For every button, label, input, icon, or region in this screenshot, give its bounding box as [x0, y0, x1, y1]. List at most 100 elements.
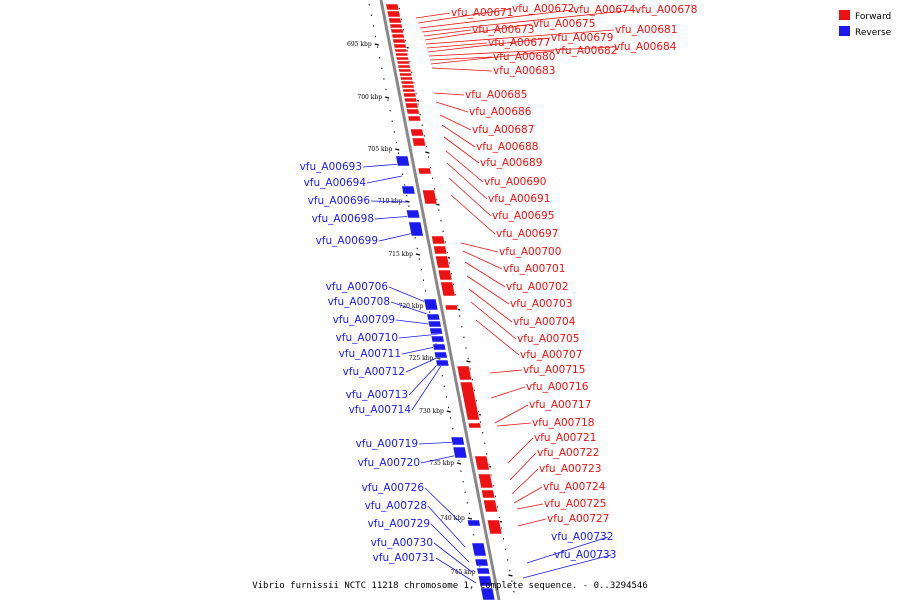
forward-gene-feature[interactable]: [402, 92, 417, 98]
reverse-gene-feature[interactable]: [405, 209, 421, 219]
reverse-gene-label[interactable]: vfu_A00720: [358, 457, 420, 469]
forward-gene-label[interactable]: vfu_A00702: [506, 281, 568, 293]
forward-gene-label[interactable]: vfu_A00687: [472, 124, 534, 136]
forward-gene-feature[interactable]: [411, 137, 427, 147]
forward-gene-feature[interactable]: [393, 43, 407, 49]
forward-gene-feature[interactable]: [437, 269, 453, 281]
forward-gene-label[interactable]: vfu_A00721: [534, 432, 596, 444]
forward-gene-feature[interactable]: [459, 381, 480, 421]
forward-gene-feature[interactable]: [481, 489, 496, 499]
forward-gene-label[interactable]: vfu_A00682: [555, 45, 617, 57]
reverse-gene-feature[interactable]: [435, 359, 450, 367]
reverse-gene-feature[interactable]: [395, 155, 411, 167]
forward-gene-feature[interactable]: [396, 60, 410, 65]
reverse-gene-feature[interactable]: [452, 446, 468, 459]
reverse-gene-feature[interactable]: [401, 185, 416, 195]
reverse-gene-label[interactable]: vfu_A00711: [339, 348, 401, 360]
forward-gene-label[interactable]: vfu_A00681: [615, 24, 677, 36]
forward-gene-label[interactable]: vfu_A00680: [493, 51, 555, 63]
forward-gene-label[interactable]: vfu_A00686: [469, 106, 532, 118]
forward-gene-label[interactable]: vfu_A00677: [488, 37, 550, 49]
forward-gene-feature[interactable]: [401, 84, 415, 89]
forward-gene-label[interactable]: vfu_A00700: [499, 246, 561, 258]
reverse-gene-label[interactable]: vfu_A00696: [308, 195, 371, 207]
forward-gene-feature[interactable]: [406, 108, 420, 115]
reverse-gene-label[interactable]: vfu_A00713: [346, 389, 408, 401]
reverse-gene-label[interactable]: vfu_A00712: [343, 366, 405, 378]
forward-gene-label[interactable]: vfu_A00724: [543, 481, 606, 493]
forward-gene-feature[interactable]: [400, 80, 414, 85]
reverse-gene-feature[interactable]: [480, 587, 496, 600]
forward-gene-label[interactable]: vfu_A00725: [544, 498, 606, 510]
forward-gene-label[interactable]: vfu_A00715: [523, 364, 585, 376]
forward-gene-feature[interactable]: [394, 48, 408, 53]
reverse-gene-feature[interactable]: [450, 436, 465, 446]
forward-gene-label[interactable]: vfu_A00689: [480, 157, 542, 169]
forward-gene-label[interactable]: vfu_A00690: [484, 176, 546, 188]
forward-gene-label[interactable]: vfu_A00701: [503, 263, 565, 275]
reverse-gene-label[interactable]: vfu_A00706: [326, 281, 389, 293]
forward-gene-label[interactable]: vfu_A00697: [496, 228, 558, 240]
forward-gene-label[interactable]: vfu_A00684: [614, 41, 677, 53]
reverse-gene-feature[interactable]: [426, 313, 441, 321]
forward-gene-feature[interactable]: [434, 255, 451, 269]
forward-gene-label[interactable]: vfu_A00718: [532, 417, 594, 429]
forward-gene-label[interactable]: vfu_A00727: [547, 513, 609, 525]
reverse-gene-label[interactable]: vfu_A00710: [336, 332, 398, 344]
reverse-gene-feature[interactable]: [476, 567, 491, 575]
reverse-gene-label[interactable]: vfu_A00728: [365, 500, 427, 512]
reverse-gene-feature[interactable]: [474, 558, 489, 567]
reverse-gene-feature[interactable]: [432, 343, 447, 351]
reverse-gene-feature[interactable]: [471, 542, 487, 557]
forward-gene-label[interactable]: vfu_A00678: [635, 4, 697, 16]
forward-gene-feature[interactable]: [440, 281, 456, 297]
forward-gene-feature[interactable]: [390, 28, 404, 34]
forward-gene-label[interactable]: vfu_A00704: [513, 316, 576, 328]
forward-gene-feature[interactable]: [402, 88, 416, 93]
reverse-gene-feature[interactable]: [477, 575, 493, 587]
forward-gene-label[interactable]: vfu_A00717: [529, 399, 591, 411]
forward-gene-label[interactable]: vfu_A00705: [517, 333, 579, 345]
reverse-gene-feature[interactable]: [429, 327, 444, 335]
reverse-gene-feature[interactable]: [427, 320, 442, 328]
forward-gene-label[interactable]: vfu_A00671: [451, 7, 513, 19]
forward-gene-feature[interactable]: [398, 72, 413, 77]
forward-gene-feature[interactable]: [433, 245, 448, 255]
forward-gene-label[interactable]: vfu_A00703: [510, 298, 572, 310]
forward-gene-feature[interactable]: [431, 235, 446, 245]
forward-gene-feature[interactable]: [410, 128, 425, 137]
reverse-gene-label[interactable]: vfu_A00731: [373, 552, 435, 564]
forward-gene-feature[interactable]: [398, 68, 412, 73]
reverse-gene-label[interactable]: vfu_A00719: [356, 438, 418, 450]
forward-gene-feature[interactable]: [397, 64, 411, 69]
forward-gene-feature[interactable]: [395, 52, 409, 57]
forward-gene-label[interactable]: vfu_A00673: [472, 24, 534, 36]
reverse-gene-label[interactable]: vfu_A00732: [551, 531, 613, 543]
forward-gene-feature[interactable]: [391, 33, 405, 39]
forward-gene-label[interactable]: vfu_A00691: [488, 193, 550, 205]
forward-gene-feature[interactable]: [407, 115, 422, 122]
reverse-gene-label[interactable]: vfu_A00709: [333, 314, 395, 326]
forward-gene-feature[interactable]: [399, 76, 414, 81]
forward-gene-label[interactable]: vfu_A00685: [465, 89, 527, 101]
forward-gene-label[interactable]: vfu_A00716: [526, 381, 589, 393]
forward-gene-feature[interactable]: [482, 499, 499, 513]
forward-gene-feature[interactable]: [392, 38, 406, 44]
forward-gene-feature[interactable]: [388, 17, 402, 24]
reverse-gene-feature[interactable]: [408, 221, 424, 237]
forward-gene-feature[interactable]: [444, 304, 459, 311]
reverse-gene-label[interactable]: vfu_A00694: [304, 177, 367, 189]
forward-gene-label[interactable]: vfu_A00688: [476, 141, 538, 153]
forward-gene-label[interactable]: vfu_A00679: [551, 32, 613, 44]
forward-gene-feature[interactable]: [474, 455, 490, 471]
forward-gene-feature[interactable]: [467, 422, 482, 429]
forward-gene-label[interactable]: vfu_A00695: [492, 210, 554, 222]
forward-gene-label[interactable]: vfu_A00723: [539, 463, 601, 475]
forward-gene-feature[interactable]: [385, 3, 400, 11]
reverse-gene-label[interactable]: vfu_A00729: [368, 518, 430, 530]
reverse-gene-feature[interactable]: [430, 335, 445, 343]
reverse-gene-label[interactable]: vfu_A00730: [371, 537, 433, 549]
reverse-gene-label[interactable]: vfu_A00693: [300, 161, 362, 173]
reverse-gene-feature[interactable]: [433, 351, 448, 359]
forward-gene-feature[interactable]: [403, 97, 418, 103]
